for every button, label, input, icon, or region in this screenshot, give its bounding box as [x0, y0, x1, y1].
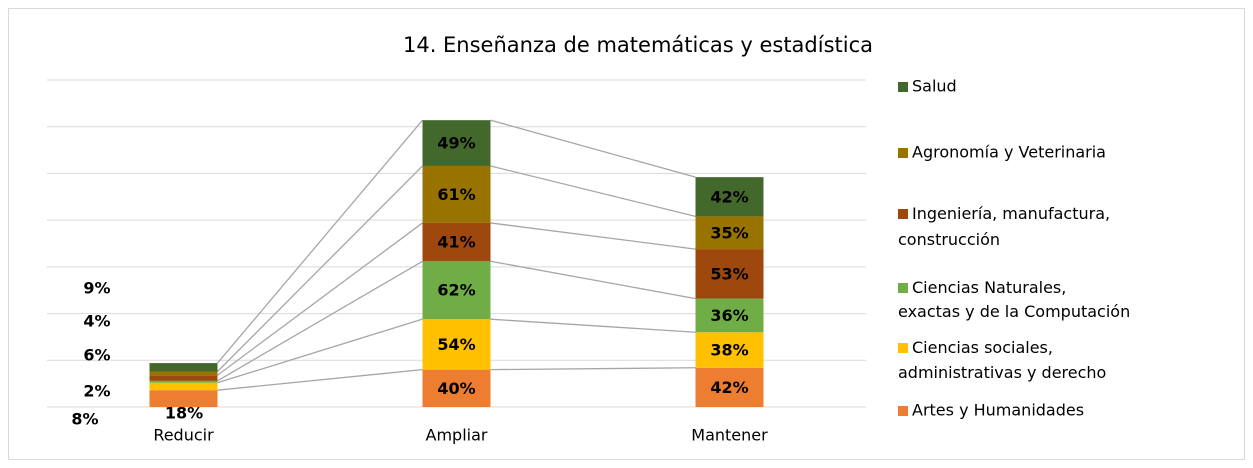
x-tick-label: Ampliar — [426, 426, 488, 445]
legend-label: Salud — [912, 77, 957, 96]
bar-segment — [422, 120, 491, 166]
bar-segment — [149, 390, 218, 407]
connector-line — [490, 260, 696, 300]
connector-line — [490, 165, 696, 218]
connector-line — [217, 318, 423, 384]
bar-segment — [695, 177, 764, 217]
bar-segment — [149, 380, 218, 383]
bar-segment — [149, 375, 218, 381]
chart-title: 14. Enseñanza de matemáticas y estadísti… — [403, 33, 873, 57]
connector-line — [490, 119, 696, 178]
data-label: 42% — [710, 187, 748, 206]
data-label: 8% — [71, 410, 98, 429]
connector-line — [490, 367, 696, 371]
connector-line — [217, 260, 423, 382]
legend-swatch — [898, 343, 908, 353]
bar-segment — [695, 332, 764, 368]
bar-segment — [422, 165, 491, 223]
bar-segment — [422, 319, 491, 370]
bar-segment — [149, 371, 218, 376]
data-label: 40% — [437, 379, 475, 398]
data-label: 53% — [710, 264, 748, 283]
data-label: 54% — [437, 335, 475, 354]
legend-label: Ciencias Naturales, exactas y de la Compu… — [898, 278, 1130, 321]
connector-line — [490, 222, 696, 250]
data-label: 4% — [83, 312, 110, 331]
bar-segment — [695, 249, 764, 299]
data-label: 62% — [437, 281, 475, 300]
data-label: 35% — [710, 223, 748, 242]
connector-line — [217, 222, 423, 376]
bar-segment — [695, 298, 764, 333]
legend-swatch — [898, 406, 908, 416]
connector-line — [490, 318, 696, 333]
data-label: 49% — [437, 134, 475, 153]
x-tick-label: Reducir — [153, 426, 214, 445]
data-label: 36% — [710, 306, 748, 325]
legend-swatch — [898, 283, 908, 293]
connector-line — [217, 165, 423, 372]
bar-segment — [695, 367, 764, 407]
data-label: 6% — [83, 346, 110, 365]
legend-label: Ciencias sociales, administrativas y dere… — [898, 338, 1106, 382]
connector-line — [217, 368, 423, 391]
data-label: 18% — [165, 404, 203, 423]
legend-swatch — [898, 148, 908, 158]
data-label: 41% — [437, 233, 475, 252]
bar-segment — [149, 382, 218, 391]
x-tick-label: Mantener — [691, 426, 768, 445]
legend-label: Agronomía y Veterinaria — [912, 143, 1106, 162]
bar-segment — [422, 261, 491, 320]
data-label: 9% — [83, 279, 110, 298]
legend-swatch — [898, 82, 908, 92]
legend-swatch — [898, 209, 908, 219]
bar-segment — [695, 216, 764, 250]
data-label: 42% — [710, 378, 748, 397]
data-label: 38% — [710, 341, 748, 360]
data-label: 2% — [83, 382, 110, 401]
bar-segment — [422, 222, 491, 262]
legend-label: Ingeniería, manufactura, construcción — [898, 204, 1110, 249]
legend-label: Artes y Humanidades — [912, 401, 1084, 420]
data-label: 61% — [437, 185, 475, 204]
bar-segment — [422, 369, 491, 407]
connector-line — [217, 119, 423, 364]
bar-segment — [149, 363, 218, 372]
